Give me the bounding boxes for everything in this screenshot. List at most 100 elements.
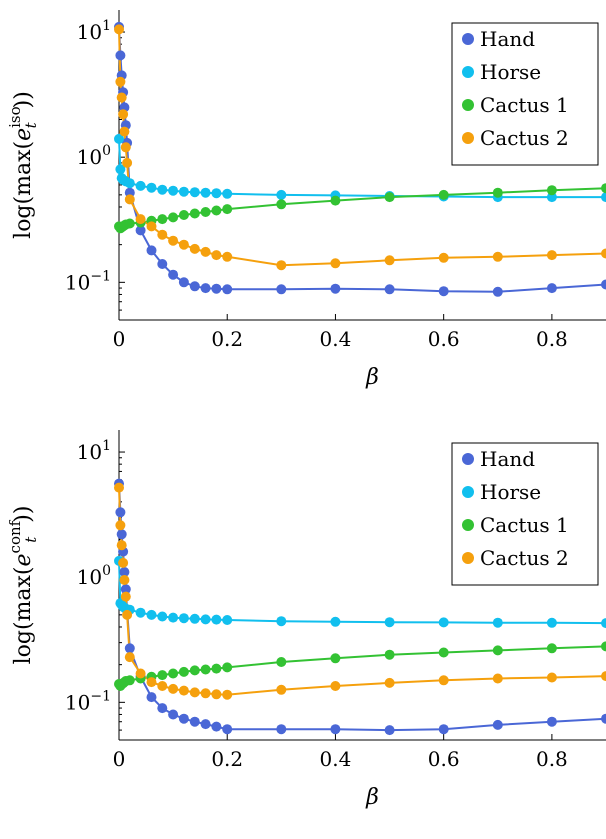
bottom-chart: 101 100 10−1 0 0.2 0.4 0.6 0.8 β log(max(econft))… xyxy=(6,430,606,810)
x-tick-label: 0.4 xyxy=(320,747,352,771)
data-point-horse xyxy=(178,613,189,624)
data-point-hand xyxy=(146,692,157,703)
data-point-cactus-1 xyxy=(330,195,341,206)
data-point-hand xyxy=(135,225,146,236)
data-point-hand xyxy=(119,567,130,577)
data-point-hand xyxy=(601,713,606,724)
data-point-horse xyxy=(146,609,157,620)
x-tick-label: 0.4 xyxy=(320,327,352,351)
data-point-cactus-1 xyxy=(492,187,503,198)
data-point-hand xyxy=(178,713,189,724)
data-point-horse xyxy=(546,617,557,628)
data-point-cactus-2 xyxy=(276,684,287,695)
x-tick-label: 0.2 xyxy=(211,747,243,771)
data-point-cactus-1 xyxy=(189,665,200,676)
data-point-cactus-2 xyxy=(119,126,130,137)
x-tick-label: 0.8 xyxy=(536,327,568,351)
data-point-cactus-2 xyxy=(178,239,189,250)
data-point-cactus-1 xyxy=(546,185,557,196)
legend-marker-horse xyxy=(462,486,474,498)
legend-box xyxy=(451,22,599,166)
data-point-cactus-1 xyxy=(222,204,233,215)
data-point-horse xyxy=(115,164,126,175)
data-point-cactus-2 xyxy=(124,194,135,205)
data-point-cactus-1 xyxy=(168,668,179,679)
data-point-cactus-1 xyxy=(438,647,449,658)
data-point-cactus-1 xyxy=(601,183,606,194)
y-tick-label: 101 xyxy=(77,18,111,44)
data-point-hand xyxy=(546,716,557,727)
data-point-cactus-2 xyxy=(119,575,130,585)
data-point-horse xyxy=(492,617,503,628)
data-point-horse xyxy=(189,187,200,198)
data-point-cactus-1 xyxy=(330,653,341,664)
data-point-horse xyxy=(601,618,606,629)
data-point-cactus-2 xyxy=(146,677,157,688)
data-point-cactus-2 xyxy=(330,258,341,269)
data-point-cactus-1 xyxy=(124,675,135,686)
data-point-horse xyxy=(178,186,189,197)
data-point-cactus-2 xyxy=(135,668,146,679)
data-point-cactus-2 xyxy=(438,252,449,263)
legend: Hand Horse Cactus 1 Cactus 2 xyxy=(451,442,599,586)
legend-label-hand: Hand xyxy=(480,447,535,471)
data-point-cactus-2 xyxy=(438,675,449,686)
data-point-cactus-1 xyxy=(211,205,222,216)
data-point-hand xyxy=(211,721,222,732)
data-point-cactus-1 xyxy=(157,214,168,225)
data-point-cactus-1 xyxy=(124,218,135,229)
data-point-cactus-2 xyxy=(168,683,179,694)
data-point-hand xyxy=(146,245,157,256)
y-axis-label: log(max(eisot)) xyxy=(6,91,40,239)
data-point-hand xyxy=(189,716,200,727)
data-point-cactus-1 xyxy=(200,207,211,217)
x-tick-label: 0.2 xyxy=(211,327,243,351)
data-point-hand xyxy=(330,724,341,735)
data-point-cactus-1 xyxy=(168,212,179,223)
data-point-cactus-2 xyxy=(330,681,341,691)
data-point-cactus-2 xyxy=(546,250,557,261)
legend-marker-cactus-1 xyxy=(462,519,474,531)
data-point-cactus-2 xyxy=(118,557,129,568)
data-point-cactus-2 xyxy=(276,260,287,271)
x-tick-label: 0 xyxy=(113,327,126,351)
data-point-horse xyxy=(384,617,395,628)
legend-label-horse: Horse xyxy=(480,480,541,504)
data-point-cactus-2 xyxy=(384,677,395,688)
data-point-cactus-1 xyxy=(276,657,287,667)
legend-marker-hand xyxy=(462,453,474,465)
data-point-hand xyxy=(200,283,211,294)
data-point-cactus-2 xyxy=(120,142,131,153)
legend-marker-hand xyxy=(462,33,474,45)
y-tick-label: 101 xyxy=(77,438,111,464)
legend-label-horse: Horse xyxy=(480,60,541,84)
data-point-cactus-2 xyxy=(211,689,222,700)
data-point-hand xyxy=(157,259,168,269)
data-point-cactus-2 xyxy=(122,157,133,168)
data-point-hand xyxy=(120,584,131,595)
data-point-cactus-2 xyxy=(492,251,503,262)
data-point-horse xyxy=(546,192,557,203)
data-point-cactus-2 xyxy=(601,671,606,682)
top-chart: 101 100 10−1 0 0.2 0.4 0.6 0.8 β log(max(eisot)) H… xyxy=(6,10,606,390)
data-point-cactus-2 xyxy=(146,221,157,232)
data-point-horse xyxy=(276,616,287,627)
data-point-hand xyxy=(168,709,179,720)
data-point-cactus-1 xyxy=(492,645,503,656)
data-point-hand xyxy=(492,719,503,730)
data-point-cactus-1 xyxy=(276,199,287,210)
data-point-horse xyxy=(135,607,146,618)
data-point-hand xyxy=(124,643,135,654)
y-axis-label: log(max(econft)) xyxy=(6,506,40,665)
data-point-hand xyxy=(115,50,126,61)
data-point-cactus-1 xyxy=(438,189,449,200)
data-point-cactus-1 xyxy=(178,210,189,220)
data-point-hand xyxy=(276,724,287,735)
x-tick-label: 0 xyxy=(113,747,126,771)
legend-marker-cactus-2 xyxy=(462,132,474,144)
legend-label-cactus-1: Cactus 1 xyxy=(480,513,569,537)
legend-label-cactus-2: Cactus 2 xyxy=(480,546,569,570)
legend-box xyxy=(451,442,599,586)
data-point-hand xyxy=(492,286,503,297)
